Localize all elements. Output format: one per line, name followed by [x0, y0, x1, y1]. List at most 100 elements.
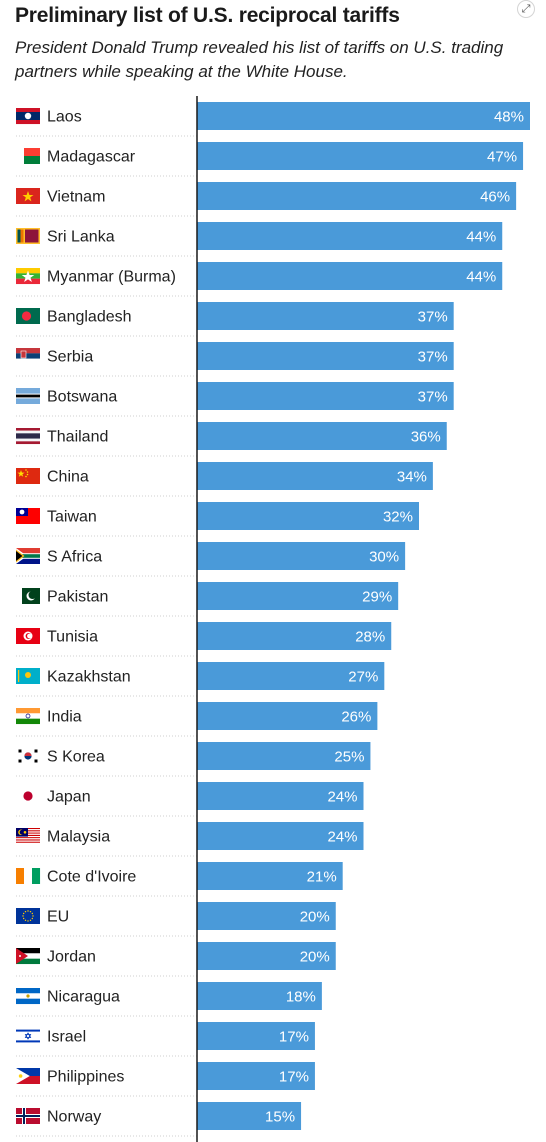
madagascar-flag-icon	[16, 148, 40, 164]
japan-flag-icon	[16, 788, 40, 804]
category-label: Cote d'Ivoire	[47, 869, 136, 886]
category-label: Bangladesh	[47, 309, 132, 326]
category-label: Tunisia	[47, 629, 98, 646]
bar	[197, 1022, 315, 1050]
bangladesh-flag-icon	[16, 308, 40, 324]
bar	[197, 382, 454, 410]
bar	[197, 182, 517, 210]
taiwan-flag-icon	[16, 508, 40, 524]
bar	[197, 662, 385, 690]
category-label: EU	[47, 909, 69, 926]
bar	[197, 222, 503, 250]
category-label: Vietnam	[47, 189, 105, 206]
sri-lanka-flag-icon	[16, 228, 40, 244]
bar-value-label: 18%	[286, 989, 316, 1006]
malaysia-flag-icon	[16, 828, 40, 844]
bar-value-label: 32%	[383, 509, 413, 526]
bar	[197, 102, 530, 130]
category-label: Myanmar (Burma)	[47, 269, 176, 286]
kazakhstan-flag-icon	[16, 668, 40, 684]
bar-value-label: 37%	[418, 309, 448, 326]
bar-value-label: 37%	[418, 389, 448, 406]
tunisia-flag-icon	[16, 628, 40, 644]
category-label: Japan	[47, 789, 91, 806]
bar-value-label: 20%	[300, 949, 330, 966]
bar	[197, 462, 433, 490]
myanmar-flag-icon	[16, 268, 40, 285]
bar	[197, 702, 378, 730]
category-label: Jordan	[47, 949, 96, 966]
laos-flag-icon	[16, 108, 40, 125]
jordan-flag-icon	[16, 948, 40, 965]
category-label: Thailand	[47, 429, 108, 446]
bar-value-label: 27%	[348, 669, 378, 686]
bar-value-label: 44%	[466, 229, 496, 246]
category-label: Pakistan	[47, 589, 108, 606]
bar	[197, 262, 503, 290]
nicaragua-flag-icon	[16, 988, 40, 1005]
bar	[197, 742, 371, 770]
category-label: Israel	[47, 1029, 86, 1046]
bar-value-label: 34%	[397, 469, 427, 486]
category-label: S Africa	[47, 549, 102, 566]
bar	[197, 982, 322, 1010]
bar-value-label: 24%	[327, 789, 357, 806]
bar-value-label: 29%	[362, 589, 392, 606]
category-label: Norway	[47, 1109, 101, 1126]
bar-value-label: 15%	[265, 1109, 295, 1126]
bar-value-label: 28%	[355, 629, 385, 646]
bar-value-label: 26%	[341, 709, 371, 726]
bar	[197, 622, 392, 650]
category-label: Laos	[47, 109, 82, 126]
bar-value-label: 44%	[466, 269, 496, 286]
bar	[197, 902, 336, 930]
bar	[197, 302, 454, 330]
bar-value-label: 48%	[494, 109, 524, 126]
bar	[197, 822, 364, 850]
bar-value-label: 47%	[487, 149, 517, 166]
vietnam-flag-icon	[16, 188, 40, 204]
category-label: Nicaragua	[47, 989, 120, 1006]
israel-flag-icon	[16, 1028, 40, 1044]
bar	[197, 342, 454, 370]
philippines-flag-icon	[16, 1068, 40, 1084]
category-label: Taiwan	[47, 509, 97, 526]
bar	[197, 942, 336, 970]
chart-subtitle: President Donald Trump revealed his list…	[15, 38, 504, 81]
south-korea-flag-icon	[16, 748, 40, 764]
bar-value-label: 17%	[279, 1029, 309, 1046]
chart-title: Preliminary list of U.S. reciprocal tari…	[15, 4, 400, 27]
category-label: Kazakhstan	[47, 669, 131, 686]
bar	[197, 862, 343, 890]
pakistan-flag-icon	[16, 588, 40, 604]
bar-value-label: 20%	[300, 909, 330, 926]
category-label: China	[47, 469, 89, 486]
bar-value-label: 30%	[369, 549, 399, 566]
thailand-flag-icon	[16, 428, 40, 445]
bar	[197, 502, 419, 530]
bar	[197, 142, 524, 170]
cote-divoire-flag-icon	[16, 868, 41, 884]
category-label: Botswana	[47, 389, 117, 406]
category-label: Philippines	[47, 1069, 124, 1086]
china-flag-icon	[16, 468, 40, 484]
bar	[197, 782, 364, 810]
bar-value-label: 24%	[327, 829, 357, 846]
india-flag-icon	[16, 708, 40, 725]
bar	[197, 422, 447, 450]
eu-flag-icon	[16, 908, 40, 924]
bar-value-label: 25%	[334, 749, 364, 766]
expand-arrows-icon[interactable]: ⤢	[517, 0, 535, 18]
category-label: S Korea	[47, 749, 105, 766]
category-label: India	[47, 709, 82, 726]
category-label: Sri Lanka	[47, 229, 115, 246]
category-label: Malaysia	[47, 829, 110, 846]
norway-flag-icon	[16, 1108, 40, 1124]
bar	[197, 1102, 302, 1130]
category-label: Madagascar	[47, 149, 136, 166]
south-africa-flag-icon	[16, 548, 40, 564]
botswana-flag-icon	[16, 388, 40, 404]
bar	[197, 1062, 315, 1090]
bar-value-label: 36%	[411, 429, 441, 446]
